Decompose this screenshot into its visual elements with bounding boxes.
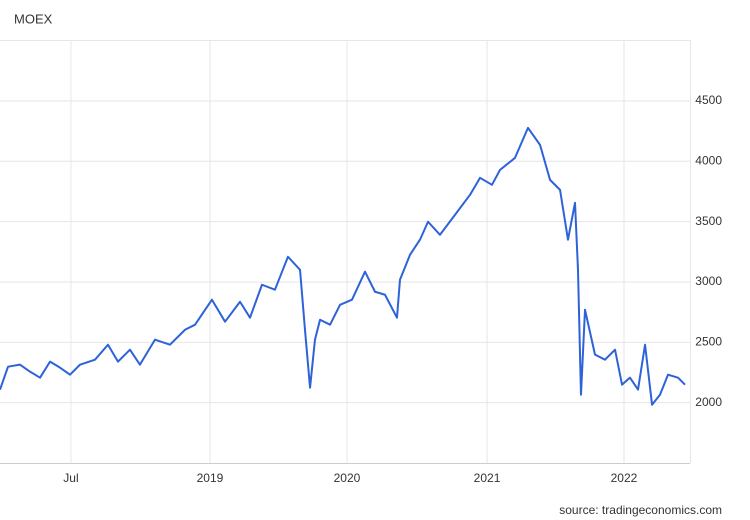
y-tick-label: 2000 bbox=[695, 395, 722, 409]
source: source: tradingeconomics.com bbox=[559, 503, 722, 517]
y-tick-label: 3000 bbox=[695, 274, 722, 288]
y-tick-label: 2500 bbox=[695, 334, 722, 348]
x-tick-label: Jul bbox=[63, 471, 78, 485]
x-tick-label: 2022 bbox=[611, 471, 638, 485]
line bbox=[0, 126, 686, 406]
chart-title: MOEX bbox=[14, 11, 53, 26]
y-tick-label: 3500 bbox=[695, 214, 722, 228]
x-tick-label: 2021 bbox=[474, 471, 501, 485]
y-tick-label: 4500 bbox=[695, 93, 722, 107]
x-tick-label: 2020 bbox=[334, 471, 361, 485]
y-tick-label: 4000 bbox=[695, 153, 722, 167]
x-tick-label: 2019 bbox=[197, 471, 224, 485]
